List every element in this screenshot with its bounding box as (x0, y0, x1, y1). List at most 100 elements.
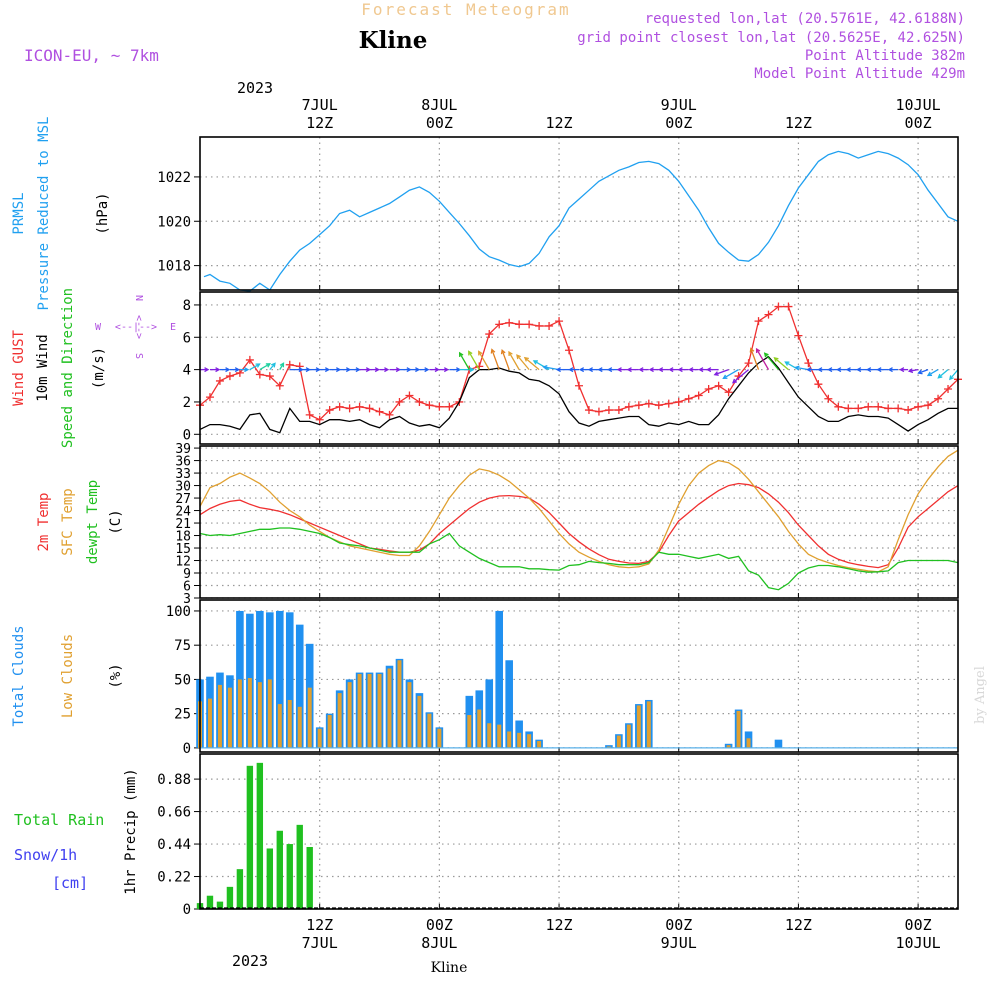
wind-arrow (756, 348, 770, 370)
bar-low-clouds (267, 679, 272, 748)
wind-arrow-head (773, 357, 779, 362)
gust-marker (754, 317, 763, 326)
wind-arrow-head (469, 367, 475, 373)
bar-rain (276, 830, 283, 909)
bottom-day-label: 10JUL (896, 934, 941, 952)
bar-low-clouds (636, 705, 641, 748)
compass-arrows-vertical: <--> (133, 315, 144, 339)
wind-arrow-head (255, 363, 261, 368)
bar-rain (296, 824, 303, 909)
wind-arrow-head (315, 367, 321, 373)
wind-arrow-head (568, 367, 574, 373)
y-tick-label: 0.66 (157, 805, 191, 821)
wind-arrow-head (271, 362, 276, 368)
panel-side-label: PRMSL (11, 192, 27, 234)
y-tick-label: 25 (174, 707, 191, 723)
gust-marker (914, 402, 923, 411)
bar-low-clouds (257, 682, 262, 748)
series-line (199, 305, 959, 421)
wind-arrow-head (500, 348, 506, 355)
footer-station: Kline (431, 960, 468, 976)
y-tick-label: 3 (183, 592, 191, 607)
wind-arrow-head (856, 367, 862, 373)
wind-arrow-head (215, 367, 221, 373)
gust-marker (515, 320, 524, 329)
wind-arrow-head (415, 367, 421, 373)
compass-letter: W (95, 322, 102, 333)
bar-total-clouds (295, 624, 304, 748)
wind-arrow-head (817, 367, 823, 373)
bar-low-clouds (467, 715, 472, 748)
bar-rain (216, 901, 224, 909)
y-tick-label: 39 (175, 442, 191, 457)
gust-marker (634, 401, 643, 410)
y-tick-label: 50 (174, 672, 191, 688)
top-day-label: 8JUL (421, 96, 457, 114)
wind-arrow-head (688, 367, 694, 373)
compass-letter: N (133, 295, 144, 301)
panels: 1018 1020 1022 PRMSL Pressure Reduced to MSL… (11, 117, 962, 918)
wind-arrow (491, 349, 500, 370)
bar-low-clouds (377, 673, 382, 748)
wind-arrow (478, 351, 490, 370)
panel-side-label: Total Clouds (11, 625, 27, 726)
bar-total-clouds (495, 610, 504, 748)
gust-marker (445, 402, 454, 411)
bar-low-clouds (537, 741, 542, 748)
gust-marker (425, 401, 434, 410)
bar-low-clouds (646, 701, 651, 748)
wind-arrow-head (578, 367, 585, 373)
bottom-day-label: 9JUL (661, 934, 697, 952)
wind-arrow (918, 369, 929, 374)
gust-marker (714, 381, 723, 390)
gust-marker (684, 394, 693, 403)
wind-arrow (459, 352, 470, 370)
y-tick-label: 0 (183, 427, 191, 443)
panel-5: 0 0.22 0.44 0.66 0.88 Total Rain Snow/1h [cm] 1h… (14, 753, 959, 918)
y-tick-label: 18 (175, 530, 191, 545)
top-hour-label: 12Z (306, 114, 333, 132)
wind-arrow-head (265, 363, 272, 368)
y-tick-label: 8 (183, 298, 191, 314)
bar-low-clouds (527, 734, 532, 748)
wind-arrow-head (668, 367, 674, 373)
gust-marker (874, 402, 883, 411)
bar-low-clouds (477, 709, 482, 748)
gust-marker (285, 360, 294, 369)
wind-arrow-head (638, 367, 644, 373)
panel-side-label: Speed and Direction (60, 288, 76, 448)
gust-marker (644, 399, 653, 408)
wind-arrow-head (305, 367, 311, 373)
bar-low-clouds (307, 687, 312, 748)
bar-total-clouds (256, 610, 264, 748)
wind-arrow-head (587, 367, 593, 373)
bar-low-clouds (347, 682, 352, 748)
panel-2: 0 2 4 6 8 Wind GUST 10m Wind Speed and Directio… (11, 288, 962, 448)
bar-low-clouds (207, 698, 212, 748)
y-tick-label: 33 (175, 467, 191, 482)
gust-marker (884, 404, 893, 413)
wind-arrow-head (722, 374, 728, 380)
gust-marker (315, 415, 324, 424)
gust-marker (545, 321, 554, 330)
gust-marker (584, 406, 593, 415)
bar-rain (246, 765, 254, 909)
wind-arrow-head (949, 375, 954, 381)
bar-rain (236, 869, 244, 909)
snow-unit-label: [cm] (52, 874, 88, 892)
wind-arrow-head (458, 351, 464, 357)
gust-marker (305, 410, 314, 419)
gust-marker (794, 331, 803, 340)
header: Forecast Meteogram Kline ICON-EU, ~ 7km … (24, 0, 965, 82)
snow-label: Snow/1h (14, 846, 77, 864)
gust-marker (614, 406, 623, 415)
wind-arrow-head (532, 360, 538, 365)
wind-arrow-head (234, 367, 241, 373)
wind-arrow (249, 363, 260, 371)
gust-marker (265, 372, 274, 381)
gust-marker (345, 404, 354, 413)
wind-arrow-head (794, 365, 800, 371)
top-hour-label: 12Z (546, 114, 573, 132)
gust-marker (624, 402, 633, 411)
